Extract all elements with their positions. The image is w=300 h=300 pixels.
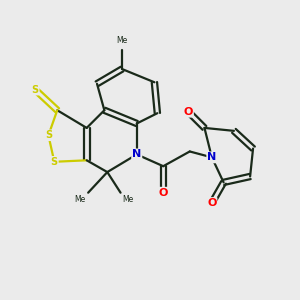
Text: O: O — [184, 107, 193, 117]
Text: Me: Me — [74, 195, 85, 204]
Text: S: S — [45, 130, 52, 140]
Text: O: O — [207, 198, 217, 208]
Text: S: S — [32, 85, 39, 94]
Text: N: N — [207, 152, 217, 162]
Text: Me: Me — [116, 36, 128, 45]
Text: N: N — [132, 149, 141, 159]
Text: Me: Me — [122, 195, 133, 204]
Text: O: O — [159, 188, 168, 198]
Text: S: S — [51, 157, 58, 167]
